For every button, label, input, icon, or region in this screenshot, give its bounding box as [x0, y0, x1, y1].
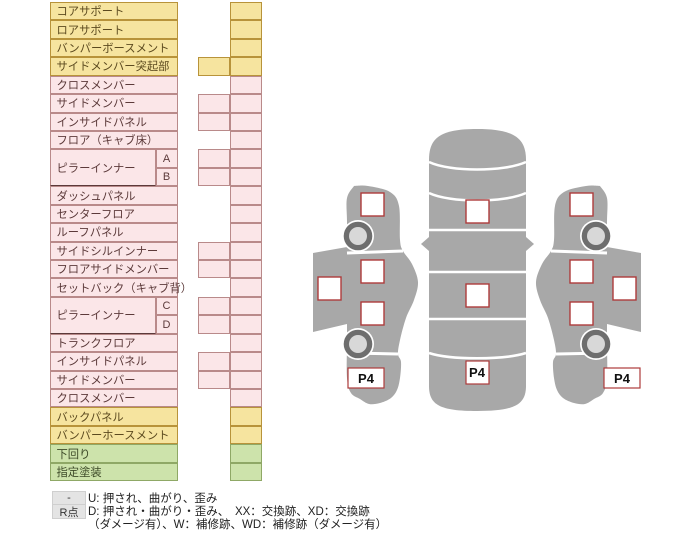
svg-text:P4: P4 — [358, 371, 375, 386]
svg-text:P4: P4 — [469, 365, 486, 380]
svg-text:P4: P4 — [614, 371, 631, 386]
